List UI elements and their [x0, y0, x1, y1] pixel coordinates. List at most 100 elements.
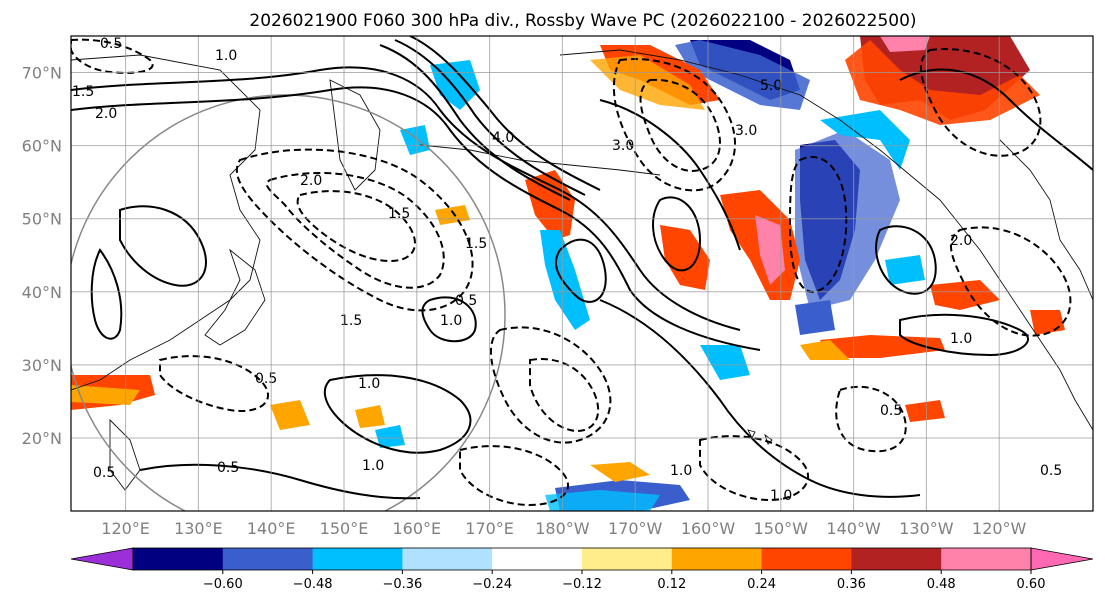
anomaly-blob-south-cyan [545, 490, 660, 511]
contour-label: 1.0 [358, 376, 380, 392]
contour-label: 0.5 [100, 36, 122, 52]
longitude-tick-label: 150°W [754, 519, 809, 538]
latitude-tick-label: 40°N [22, 283, 62, 302]
contour-solid-6 [555, 238, 607, 303]
contour-solid-11 [90, 248, 123, 340]
colorbar-segment [133, 548, 224, 570]
anomaly-blob-eastpac-blue [795, 300, 835, 335]
contour-label: 1.5 [340, 313, 362, 329]
colorbar-tick-label: 0.24 [747, 577, 776, 592]
anomaly-blob-west-orange [71, 385, 140, 405]
anomaly-blob-bering-blue [675, 40, 810, 110]
contour-label: 0.5 [1040, 463, 1062, 479]
contour-solid-1 [71, 66, 741, 331]
coastline-alaska [559, 49, 1093, 431]
colorbar-segment [941, 548, 1032, 570]
contour-label: 3.0 [735, 123, 757, 139]
colorbar-tick-label: 0.36 [837, 577, 866, 592]
contour-dashed-12 [159, 355, 270, 412]
longitude-tick-label: 170°W [608, 519, 663, 538]
contour-dashed-4 [612, 58, 736, 192]
anomaly-blob-mid-cyan-1 [540, 230, 590, 330]
contour-label: 1.0 [215, 48, 237, 64]
anomaly-blob-subtrop-red [820, 335, 945, 358]
colorbar-tick-label: 0.60 [1017, 577, 1046, 592]
contour-label: 1.5 [72, 84, 94, 100]
longitude-tick-label: 120°E [101, 519, 150, 538]
contour-solid-8 [421, 296, 477, 343]
map-frame [70, 35, 1094, 512]
contour-solid-16 [899, 68, 1093, 171]
contour-label: 4.0 [492, 130, 514, 146]
colorbar-tick-label: −0.36 [382, 577, 422, 592]
colorbar-segment [582, 548, 673, 570]
contour-label: 1.5 [465, 236, 487, 252]
coastline-asia [71, 54, 261, 391]
anomaly-blob-pac-pink [755, 215, 785, 285]
colorbar-segment [402, 548, 493, 570]
contour-dashed-10 [949, 226, 1072, 337]
dashed-contours [71, 38, 1072, 507]
coastline-kamchatka [329, 79, 381, 191]
longitude-tick-label: 140°E [247, 519, 296, 538]
latitude-labels: 20°N 30°N 40°N 50°N 60°N 70°N [22, 64, 62, 449]
colorbar-tick-label: −0.12 [562, 577, 602, 592]
contour-label: 1.0 [950, 331, 972, 347]
anomaly-blob-gulf-cyan [820, 110, 910, 170]
contour-dashed-6 [788, 155, 848, 293]
anomaly-blob-ne-pink [880, 36, 930, 52]
anomaly-blob-tropic-orange [270, 400, 310, 430]
contour-dashed-14 [835, 385, 907, 453]
graticule [71, 36, 1093, 511]
contour-solid-3 [379, 44, 571, 201]
coastline-philippines [109, 418, 141, 491]
longitude-tick-label: 160°E [392, 519, 441, 538]
contour-solid-2 [71, 86, 761, 351]
colorbar: −0.60 −0.48 −0.36 −0.24 −0.12 0.12 0.24 0.36 0.4… [70, 547, 1094, 592]
contour-label: 0.5 [880, 403, 902, 419]
contour-dashed-8 [529, 358, 600, 432]
coastline-japan [204, 248, 266, 346]
contour-solid-13 [899, 313, 1029, 357]
contour-label: 2.0 [300, 173, 322, 189]
longitude-tick-label: 130°W [899, 519, 954, 538]
latitude-tick-label: 70°N [22, 64, 62, 83]
anomaly-blob-subtrop-orange [800, 340, 850, 360]
latitude-tick-label: 50°N [22, 210, 62, 229]
colorbar-extend-high [1030, 547, 1094, 571]
colorbar-tick-label: −0.24 [472, 577, 512, 592]
colorbar-segment [851, 548, 942, 570]
contour-label: 2.0 [95, 106, 117, 122]
contour-label: 1.5 [388, 206, 410, 222]
longitude-tick-label: 150°E [320, 519, 369, 538]
contour-solid-7 [652, 196, 702, 272]
contour-dashed-13 [459, 445, 570, 507]
contour-label: 1.0 [362, 458, 384, 474]
anomaly-blob-mid-orange [660, 225, 710, 290]
map-panel: 0.5 1.0 1.5 2.0 3.0 4.0 5.0 0.5 1.0 1.5 … [71, 36, 1093, 511]
longitude-tick-label: 180°W [535, 519, 590, 538]
contour-label: 0.5 [93, 465, 115, 481]
contour-solid-12 [875, 225, 937, 295]
longitude-tick-label: 170°E [465, 519, 514, 538]
contour-label: 1.0 [440, 313, 462, 329]
contour-dashed-7 [489, 326, 612, 444]
anomaly-blob-gulf-blue [795, 130, 900, 310]
shaded-anomalies [71, 36, 1065, 511]
latitude-tick-label: 20°N [22, 429, 62, 448]
coastlines [71, 49, 1093, 491]
coastline-north-america [999, 139, 1093, 301]
anomaly-blob-west-cyan-3 [375, 425, 405, 448]
longitude-labels: 120°E 130°E 140°E 150°E 160°E 170°E 180°W 170°W… [101, 519, 1026, 538]
longitude-tick-label: 160°W [681, 519, 736, 538]
contour-solid-17 [599, 99, 741, 251]
contour-label: 0.5 [255, 371, 277, 387]
contour-label: 1.0 [670, 463, 692, 479]
colorbar-tick-label: 0.48 [927, 577, 956, 592]
contour-solid-10 [119, 205, 207, 287]
contour-solid-9 [323, 374, 472, 454]
contour-dashed-11 [699, 435, 810, 502]
longitude-tick-label: 130°E [174, 519, 223, 538]
colorbar-tick-label: −0.60 [203, 577, 243, 592]
